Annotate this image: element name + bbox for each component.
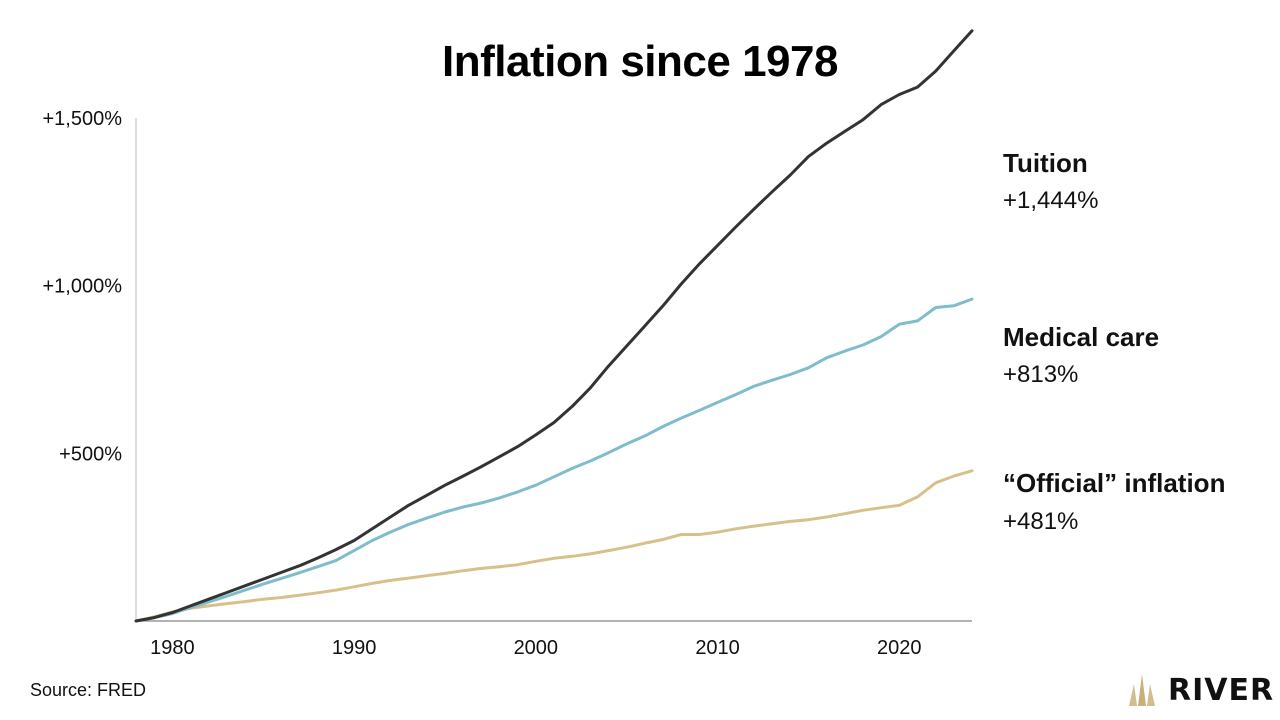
x-tick-label: 2010 xyxy=(695,637,740,659)
chart-title: Inflation since 1978 xyxy=(442,37,838,86)
y-tick-label: +1,000% xyxy=(42,276,122,298)
brand-name: RIVER xyxy=(1168,672,1275,708)
series-line-0 xyxy=(134,29,974,623)
x-tick-label: 1980 xyxy=(150,637,195,659)
x-tick-label: 2020 xyxy=(877,637,922,659)
river-logo: RIVER xyxy=(1124,672,1274,708)
source-note: Source: FRED xyxy=(30,680,147,700)
series-name-label: “Official” inflation xyxy=(1003,468,1225,498)
y-tick-label: +1,500% xyxy=(42,108,122,130)
series-line-1 xyxy=(134,297,974,623)
series-line-2 xyxy=(134,469,974,623)
series-end-value: +481% xyxy=(1003,508,1078,535)
x-tick-label: 2000 xyxy=(514,637,559,659)
series-end-value: +1,444% xyxy=(1003,187,1098,214)
end-labels: Tuition +1,444% Medical care +813% “Official… xyxy=(1003,148,1225,535)
series-end-value: +813% xyxy=(1003,361,1078,388)
series-layer xyxy=(134,29,974,623)
river-mark-icon xyxy=(1129,674,1155,706)
series-name-label: Tuition xyxy=(1003,148,1088,178)
axes: +500% +1,000% +1,500% 1980 1990 2000 2010 2020 xyxy=(42,108,972,659)
series-name-label: Medical care xyxy=(1003,322,1159,352)
x-tick-label: 1990 xyxy=(332,637,377,659)
y-tick-label: +500% xyxy=(59,443,122,465)
